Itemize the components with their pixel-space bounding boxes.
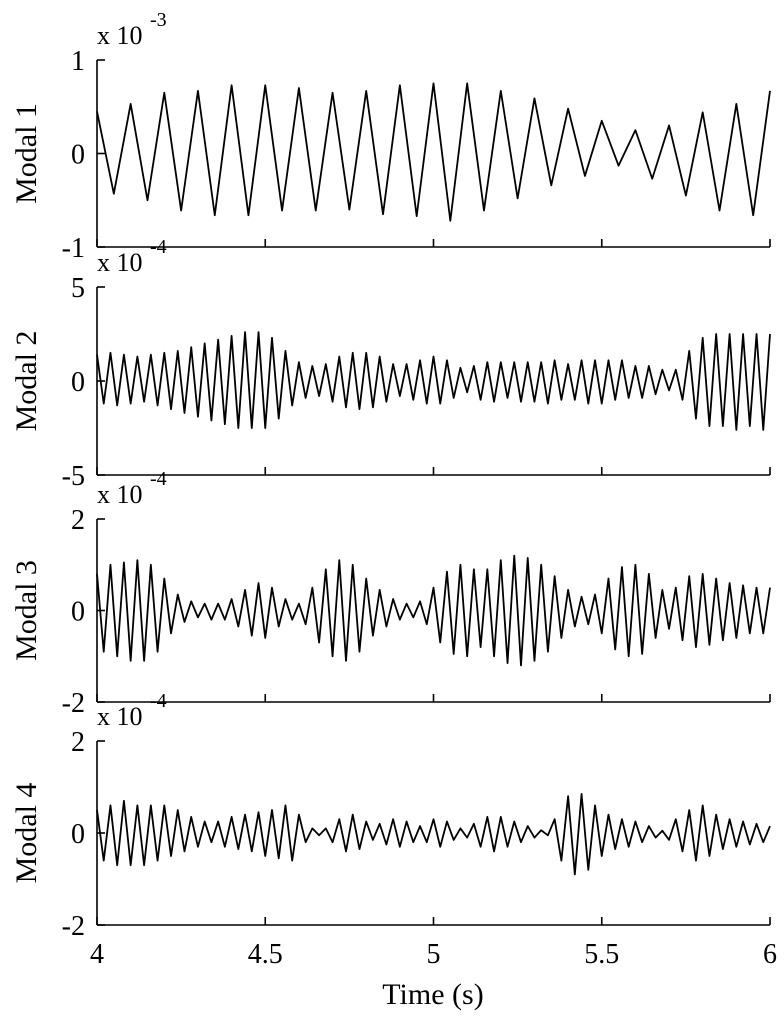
- y-tick-label: 2: [71, 505, 85, 536]
- x-tick-label: 4.5: [248, 939, 283, 970]
- y-tick-label: -2: [62, 911, 85, 942]
- y-axis-label: Modal 3: [10, 560, 43, 661]
- scale-exponent: -4: [150, 690, 167, 712]
- y-tick-label: -2: [62, 688, 85, 719]
- x-tick-label: 5: [427, 939, 441, 970]
- y-axis-label: Modal 1: [10, 103, 43, 204]
- y-tick-label: 0: [71, 367, 85, 398]
- signal-line: [96, 554, 771, 667]
- signal-line: [96, 331, 771, 431]
- scale-base: x 10: [97, 480, 143, 509]
- y-axis-label: Modal 4: [10, 783, 43, 884]
- y-tick-label: 0: [71, 597, 85, 628]
- y-tick-label: 5: [71, 273, 85, 304]
- signal-line: [96, 82, 771, 222]
- x-axis-label: Time (s): [382, 978, 483, 1011]
- scale-base: x 10: [97, 702, 143, 731]
- scale-exponent: -4: [150, 236, 167, 258]
- y-tick-label: -5: [62, 461, 85, 492]
- y-tick-label: 1: [71, 46, 85, 77]
- y-tick-label: 2: [71, 727, 85, 758]
- x-tick-label: 4: [90, 939, 104, 970]
- scale-exponent: -4: [150, 468, 167, 490]
- scale-base: x 10: [97, 248, 143, 277]
- x-tick-label: 6: [763, 939, 777, 970]
- scale-base: x 10: [97, 21, 143, 50]
- y-tick-label: 0: [71, 819, 85, 850]
- y-axis-label: Modal 2: [10, 331, 43, 432]
- x-tick-label: 5.5: [584, 939, 619, 970]
- y-tick-label: -1: [62, 233, 85, 264]
- scale-exponent: -3: [150, 9, 167, 31]
- signal-line: [96, 793, 771, 876]
- y-tick-label: 0: [71, 140, 85, 171]
